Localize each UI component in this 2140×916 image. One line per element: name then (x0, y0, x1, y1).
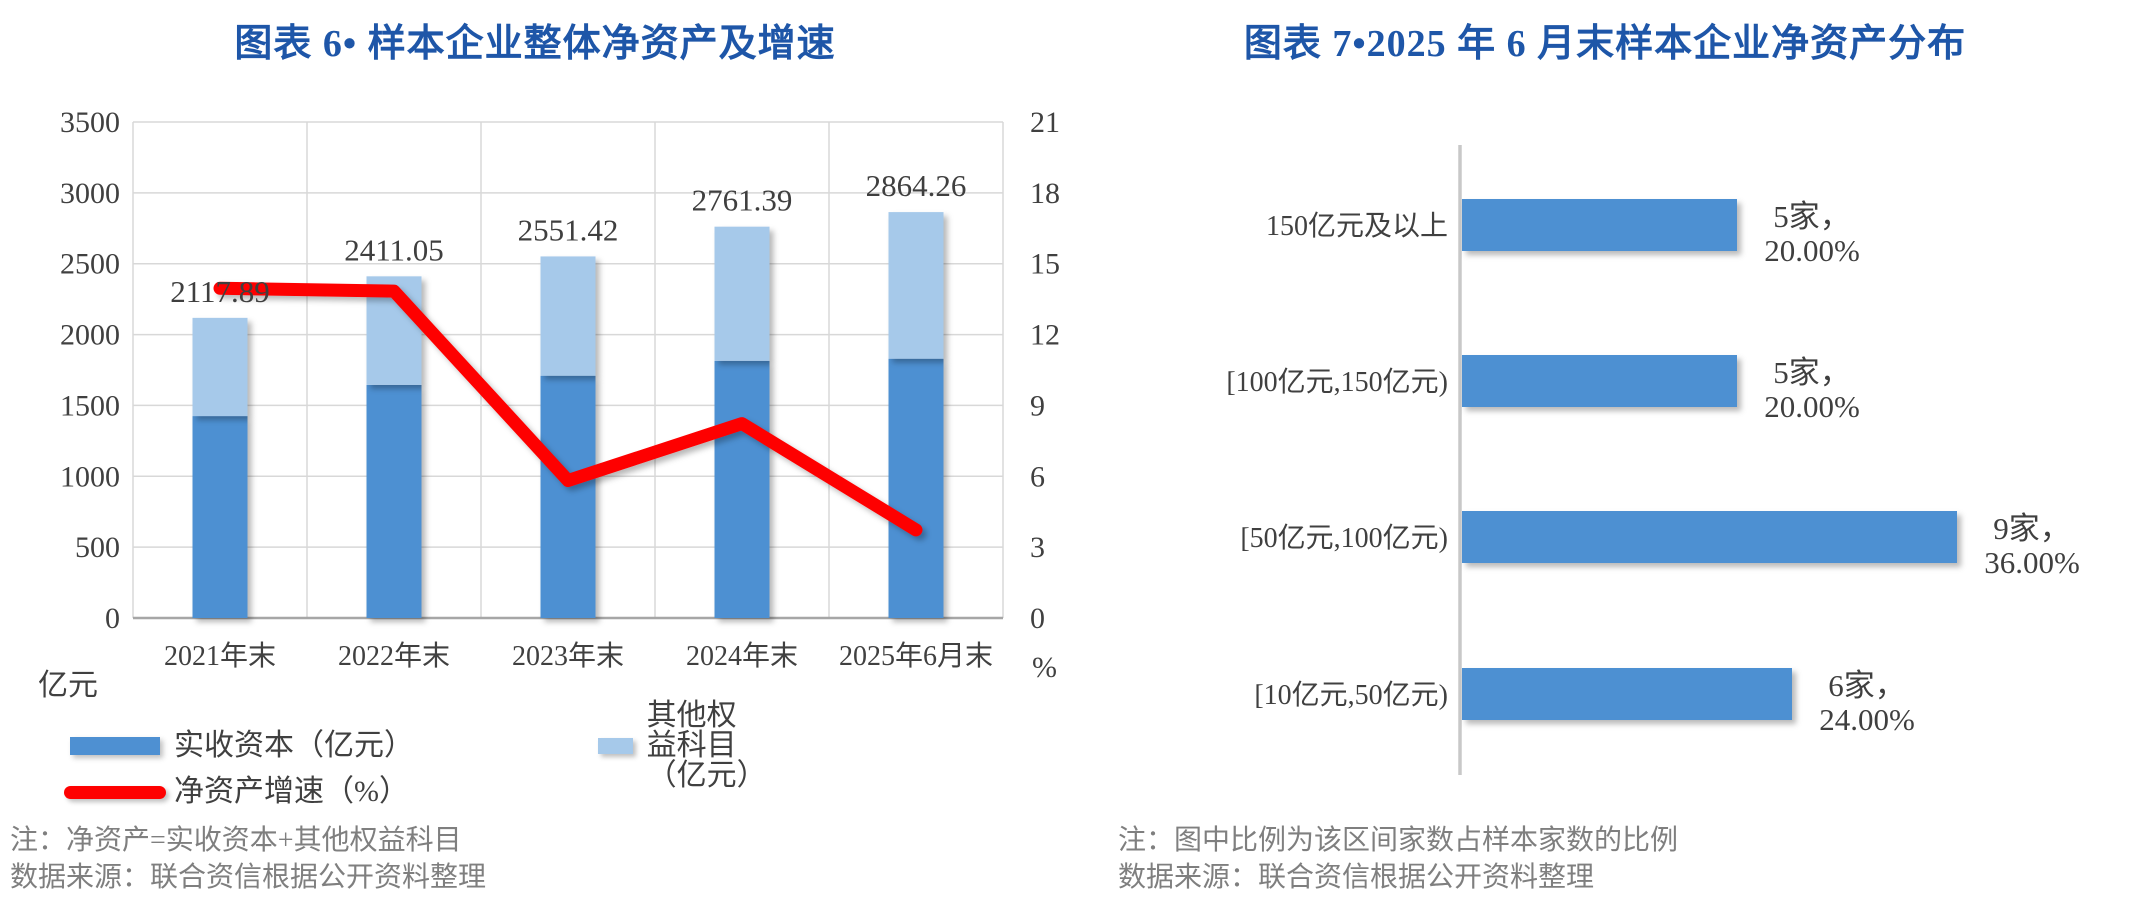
hbar-category-label: [100亿元,150亿元) (1226, 366, 1448, 398)
hbar-count-label: 6家， (1828, 668, 1906, 703)
left-axis-tick-label: 1000 (60, 460, 120, 493)
stacked-column-line-chart: 0 500 1000 1500 2000 2500 3000 3500 0 3 6 9 12 15 18 21… (38, 106, 1060, 702)
left-chart-title: 图表 6• 样本企业整体净资产及增速 (234, 23, 836, 65)
hbar-percent-label: 36.00% (1984, 545, 2080, 580)
left-axis-tick-label: 0 (105, 602, 120, 635)
bar-segment-other-equity (192, 317, 248, 417)
hbar-0 (1462, 199, 1737, 251)
legend-row-1: 实收资本（亿元） 其他权益科目（亿元） (70, 701, 767, 791)
hbar-category-label: 150亿元及以上 (1266, 210, 1448, 242)
legend-item-other-equity: 其他权益科目（亿元） (598, 699, 767, 792)
bar-segment-other-equity (714, 226, 770, 361)
legend-label-paid-in-capital: 实收资本（亿元） (174, 729, 414, 762)
x-category-label: 2021年末 (164, 640, 276, 672)
hbar-percent-label: 24.00% (1819, 702, 1915, 737)
left-axis-tick-label: 2000 (60, 319, 120, 352)
bar-segment-paid-in-capital (540, 375, 596, 618)
legend-swatch-light-bar (598, 738, 633, 754)
left-axis-unit-label: 亿元 (38, 669, 98, 702)
legend-item-paid-in-capital: 实收资本（亿元） (70, 731, 414, 761)
right-axis-tick-label: 0 (1030, 602, 1045, 635)
x-category-label: 2022年末 (338, 640, 450, 672)
right-axis-tick-label: 6 (1030, 460, 1045, 493)
x-category-label: 2024年末 (686, 640, 798, 672)
hbar-2 (1462, 511, 1957, 563)
left-axis-tick-label: 2500 (60, 248, 120, 281)
right-note-ratio: 注：图中比例为该区间家数占样本家数的比例 (1118, 825, 1679, 856)
horizontal-bar-chart: 150亿元及以上 5家，20.00%[100亿元,150亿元) 5家，20.00%[… (1226, 145, 2080, 775)
left-axis-tick-label: 1500 (60, 389, 120, 422)
net-asset-growth-line (213, 281, 923, 537)
left-note-formula: 注：净资产=实收资本+其他权益科目 (10, 825, 462, 856)
hbar-category-label: [10亿元,50亿元) (1254, 679, 1448, 711)
hbar-count-label: 5家， (1773, 199, 1851, 234)
total-data-label: 2411.05 (344, 232, 444, 267)
legend-swatch-red-line (64, 785, 166, 799)
right-axis-tick-label: 15 (1030, 248, 1060, 281)
hbar-count-label: 5家， (1773, 355, 1851, 390)
left-note-source: 数据来源：联合资信根据公开资料整理 (10, 862, 487, 893)
legend-label-other-equity: 其他权益科目（亿元） (646, 699, 767, 792)
x-category-label: 2023年末 (512, 640, 624, 672)
left-axis-tick-label: 3500 (60, 106, 120, 139)
hbar-percent-label: 20.00% (1764, 233, 1860, 268)
bar-segment-paid-in-capital (888, 358, 944, 618)
legend-item-net-asset-growth: 净资产增速（%） (64, 777, 409, 807)
x-category-label: 2025年6月末 (839, 640, 993, 672)
hbar-1 (1462, 355, 1737, 407)
total-data-label: 2551.42 (518, 212, 619, 247)
total-data-label: 2761.39 (692, 183, 793, 218)
bar-segment-paid-in-capital (192, 416, 248, 618)
hbar-category-label: [50亿元,100亿元) (1240, 522, 1448, 554)
bar-segment-other-equity (888, 212, 944, 359)
total-data-label: 2117.89 (170, 274, 270, 309)
legend-label-net-asset-growth: 净资产增速（%） (174, 775, 409, 808)
right-note-source: 数据来源：联合资信根据公开资料整理 (1118, 862, 1595, 893)
legend-swatch-dark-bar (70, 737, 160, 755)
right-axis-tick-label: 9 (1030, 389, 1045, 422)
hbar-percent-label: 20.00% (1764, 389, 1860, 424)
left-axis-tick-label: 3000 (60, 177, 120, 210)
total-data-label: 2864.26 (866, 168, 967, 203)
right-axis-tick-label: 3 (1030, 531, 1045, 564)
right-axis-tick-label: 18 (1030, 177, 1060, 210)
right-axis-unit-label: % (1032, 651, 1057, 684)
bar-segment-paid-in-capital (714, 360, 770, 618)
legend-row-2: 净资产增速（%） (64, 777, 465, 807)
right-chart-title: 图表 7•2025 年 6 月末样本企业净资产分布 (1243, 23, 1967, 65)
hbar-count-label: 9家， (1993, 511, 2071, 546)
bar-segment-other-equity (540, 256, 596, 376)
bar-segment-paid-in-capital (366, 384, 422, 618)
left-axis-tick-label: 500 (75, 531, 120, 564)
right-axis-tick-label: 21 (1030, 106, 1060, 139)
hbar-3 (1462, 668, 1792, 720)
right-axis-tick-label: 12 (1030, 319, 1060, 352)
